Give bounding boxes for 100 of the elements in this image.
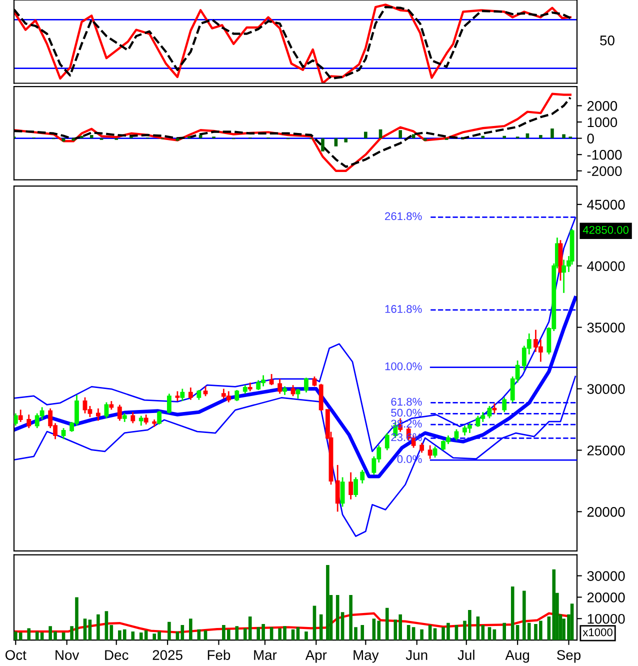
bar (235, 626, 239, 640)
y-tick-label: -1000 (587, 150, 622, 160)
bar (360, 625, 364, 640)
bar (539, 135, 542, 138)
bar (180, 625, 184, 640)
annotation: 261.8% (385, 212, 422, 220)
bar (502, 136, 506, 138)
candlestick (312, 376, 317, 388)
y-tick-label: -2000 (587, 166, 622, 176)
bar (433, 628, 437, 640)
bar (131, 631, 135, 640)
bar (412, 627, 416, 640)
line-series (14, 376, 576, 537)
x-tick-label: Oct (6, 650, 26, 660)
candlestick (144, 414, 148, 426)
candlestick (96, 408, 100, 422)
candlestick (335, 464, 340, 512)
bar (110, 625, 114, 640)
bar (88, 620, 92, 640)
bar (385, 608, 389, 640)
candlestick (340, 476, 345, 508)
y-tick-label: 45000 (587, 200, 625, 210)
candlestick (130, 411, 136, 424)
candlestick (487, 405, 492, 419)
candlestick (420, 442, 424, 454)
bar (176, 631, 180, 640)
text: 50 (600, 36, 614, 46)
candlestick (384, 432, 390, 451)
candlestick (203, 386, 208, 397)
candlestick (432, 446, 438, 458)
bar (90, 135, 94, 138)
x-tick-label: Feb (208, 650, 230, 660)
bar (104, 611, 108, 640)
bar (27, 628, 31, 640)
candlestick (104, 402, 109, 419)
bar (326, 565, 330, 640)
bar (364, 132, 368, 138)
bar (189, 618, 192, 640)
y-tick-label: 10000 (588, 614, 625, 624)
bar (488, 627, 492, 640)
y-tick-label: 35000 (587, 322, 625, 332)
candlestick (290, 384, 296, 397)
candlestick (18, 408, 23, 423)
bar (304, 631, 308, 640)
bar (319, 614, 323, 640)
bar (80, 136, 84, 138)
candlestick (454, 428, 459, 442)
text: 42850.00 (582, 226, 629, 234)
bar (378, 129, 382, 138)
bar (481, 136, 485, 138)
x-tick-label: Aug (505, 650, 530, 663)
candlestick (502, 396, 507, 413)
candlestick (428, 444, 432, 460)
x-tick-label: Sep (557, 650, 581, 663)
candlestick (360, 469, 365, 484)
annotation: 50.0% (391, 408, 422, 417)
bar (502, 622, 506, 640)
bar (96, 614, 100, 640)
bar (454, 625, 458, 640)
bar (412, 134, 416, 138)
bar (550, 128, 554, 138)
candlestick (278, 378, 282, 394)
candlestick (492, 402, 497, 414)
bar (270, 627, 274, 640)
y-tick-label: 25000 (587, 446, 625, 456)
y-tick-label: 1000 (588, 117, 618, 128)
line-series (14, 612, 570, 634)
candlestick (14, 412, 18, 426)
x-tick-label: Nov (56, 650, 80, 660)
bar (168, 622, 171, 640)
bar (398, 130, 402, 138)
candlestick (166, 392, 172, 414)
bar (83, 618, 87, 640)
bar (62, 632, 66, 640)
candlestick (175, 390, 180, 402)
y-tick-label: 2000 (587, 101, 618, 111)
line-series (14, 296, 577, 478)
x-tick-label: Jun (406, 650, 428, 660)
bar (296, 627, 300, 640)
y-tick-label: 20000 (587, 506, 625, 517)
candlestick (296, 388, 300, 400)
candlestick (234, 389, 240, 402)
bar (420, 629, 424, 640)
annotation: 161.8% (385, 305, 422, 313)
bar (406, 625, 410, 640)
x-tick-label: Mar (254, 650, 277, 660)
y-tick-label: 20000 (587, 592, 625, 602)
bar (428, 625, 432, 640)
y-tick-label: 30000 (587, 571, 625, 581)
x-tick-label: Dec (105, 650, 128, 660)
bar (562, 134, 566, 138)
x-tick-label: May (354, 650, 379, 663)
candlestick (269, 373, 274, 386)
bar (321, 138, 324, 152)
candlestick (26, 414, 32, 429)
x-tick-label: Jul (458, 650, 474, 660)
candlestick (180, 388, 185, 402)
bar (344, 138, 348, 142)
annotation: 100.0% (385, 362, 422, 370)
candlestick (61, 427, 66, 440)
